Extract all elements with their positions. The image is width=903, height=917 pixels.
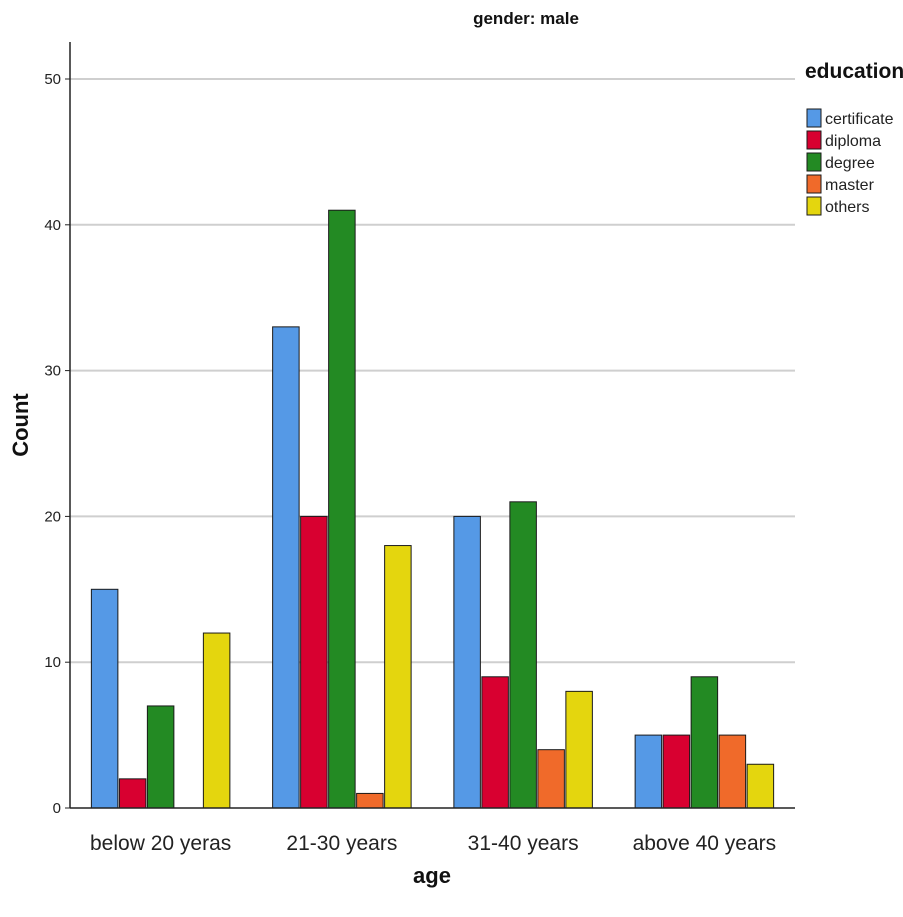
bar-master-2 bbox=[537, 749, 565, 809]
bar-master-3 bbox=[718, 734, 747, 809]
bar-degree-2 bbox=[509, 501, 537, 809]
bars bbox=[90, 209, 775, 809]
legend-label-certificate: certificate bbox=[825, 111, 894, 128]
x-tick-label: 21-30 years bbox=[286, 832, 397, 855]
bar-others-0 bbox=[202, 632, 231, 809]
bar-certificate-2 bbox=[453, 515, 481, 809]
y-tick-label: 50 bbox=[44, 71, 61, 88]
bar-degree-0 bbox=[146, 705, 175, 809]
y-tick-label: 40 bbox=[44, 217, 61, 234]
bar-certificate-1 bbox=[272, 326, 300, 809]
bar-diploma-2 bbox=[481, 676, 509, 809]
x-tick-labels: below 20 yeras 21-30 years 31-40 years abov… bbox=[90, 832, 776, 855]
bar-certificate-0 bbox=[90, 588, 119, 809]
x-tick-label: below 20 yeras bbox=[90, 832, 231, 855]
bar-diploma-3 bbox=[662, 734, 691, 809]
y-tick-label: 20 bbox=[44, 508, 61, 525]
bar-degree-3 bbox=[690, 676, 719, 809]
legend: education certificate diploma degree master… bbox=[805, 60, 903, 216]
legend-label-master: master bbox=[825, 177, 875, 194]
legend-label-degree: degree bbox=[825, 155, 875, 172]
bar-master-1 bbox=[356, 792, 384, 809]
y-tick-label: 30 bbox=[44, 363, 61, 380]
y-axis-title: Count bbox=[8, 393, 33, 457]
x-axis-title: age bbox=[413, 863, 451, 888]
bar-diploma-1 bbox=[300, 515, 328, 809]
y-tick-label: 0 bbox=[53, 800, 61, 817]
legend-label-others: others bbox=[825, 199, 869, 216]
legend-label-diploma: diploma bbox=[825, 133, 881, 150]
bar-others-1 bbox=[384, 545, 412, 809]
legend-swatch-others bbox=[806, 196, 822, 216]
bar-certificate-3 bbox=[634, 734, 663, 809]
legend-title: education bbox=[805, 60, 903, 83]
bar-others-2 bbox=[565, 690, 593, 809]
legend-swatch-degree bbox=[806, 152, 822, 172]
chart-title: gender: male bbox=[473, 9, 579, 28]
y-tick-labels: 0 10 20 30 40 50 bbox=[44, 71, 70, 817]
bar-diploma-0 bbox=[118, 778, 147, 809]
legend-swatch-diploma bbox=[806, 130, 822, 150]
x-tick-label: 31-40 years bbox=[468, 832, 579, 855]
x-tick-label: above 40 years bbox=[633, 832, 777, 855]
legend-swatch-master bbox=[806, 174, 822, 194]
bar-degree-1 bbox=[328, 209, 356, 809]
legend-swatch-certificate bbox=[806, 108, 822, 128]
y-tick-label: 10 bbox=[44, 654, 61, 671]
gridlines bbox=[70, 78, 795, 664]
bar-others-3 bbox=[746, 763, 775, 809]
